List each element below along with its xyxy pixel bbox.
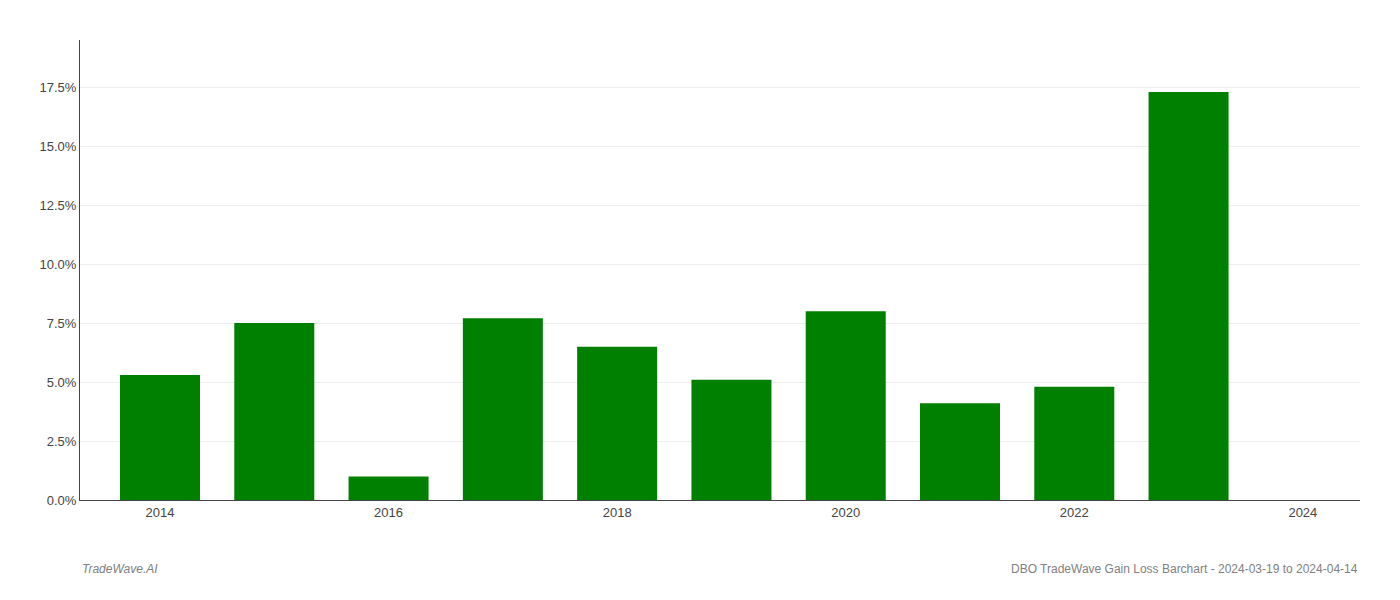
svg-text:2016: 2016 — [374, 505, 403, 520]
svg-text:2.5%: 2.5% — [47, 434, 77, 449]
svg-text:2020: 2020 — [831, 505, 860, 520]
svg-text:17.5%: 17.5% — [40, 80, 77, 95]
svg-text:15.0%: 15.0% — [40, 139, 77, 154]
svg-text:0.0%: 0.0% — [47, 493, 77, 508]
svg-text:7.5%: 7.5% — [47, 316, 77, 331]
svg-text:5.0%: 5.0% — [47, 375, 77, 390]
svg-text:DBO TradeWave Gain Loss Barcha: DBO TradeWave Gain Loss Barchart - 2024-… — [1011, 562, 1358, 576]
svg-text:2014: 2014 — [146, 505, 175, 520]
svg-text:2024: 2024 — [1288, 505, 1317, 520]
svg-text:2022: 2022 — [1060, 505, 1089, 520]
svg-text:2018: 2018 — [603, 505, 632, 520]
svg-text:12.5%: 12.5% — [40, 198, 77, 213]
svg-text:TradeWave.AI: TradeWave.AI — [82, 562, 158, 576]
svg-text:10.0%: 10.0% — [40, 257, 77, 272]
